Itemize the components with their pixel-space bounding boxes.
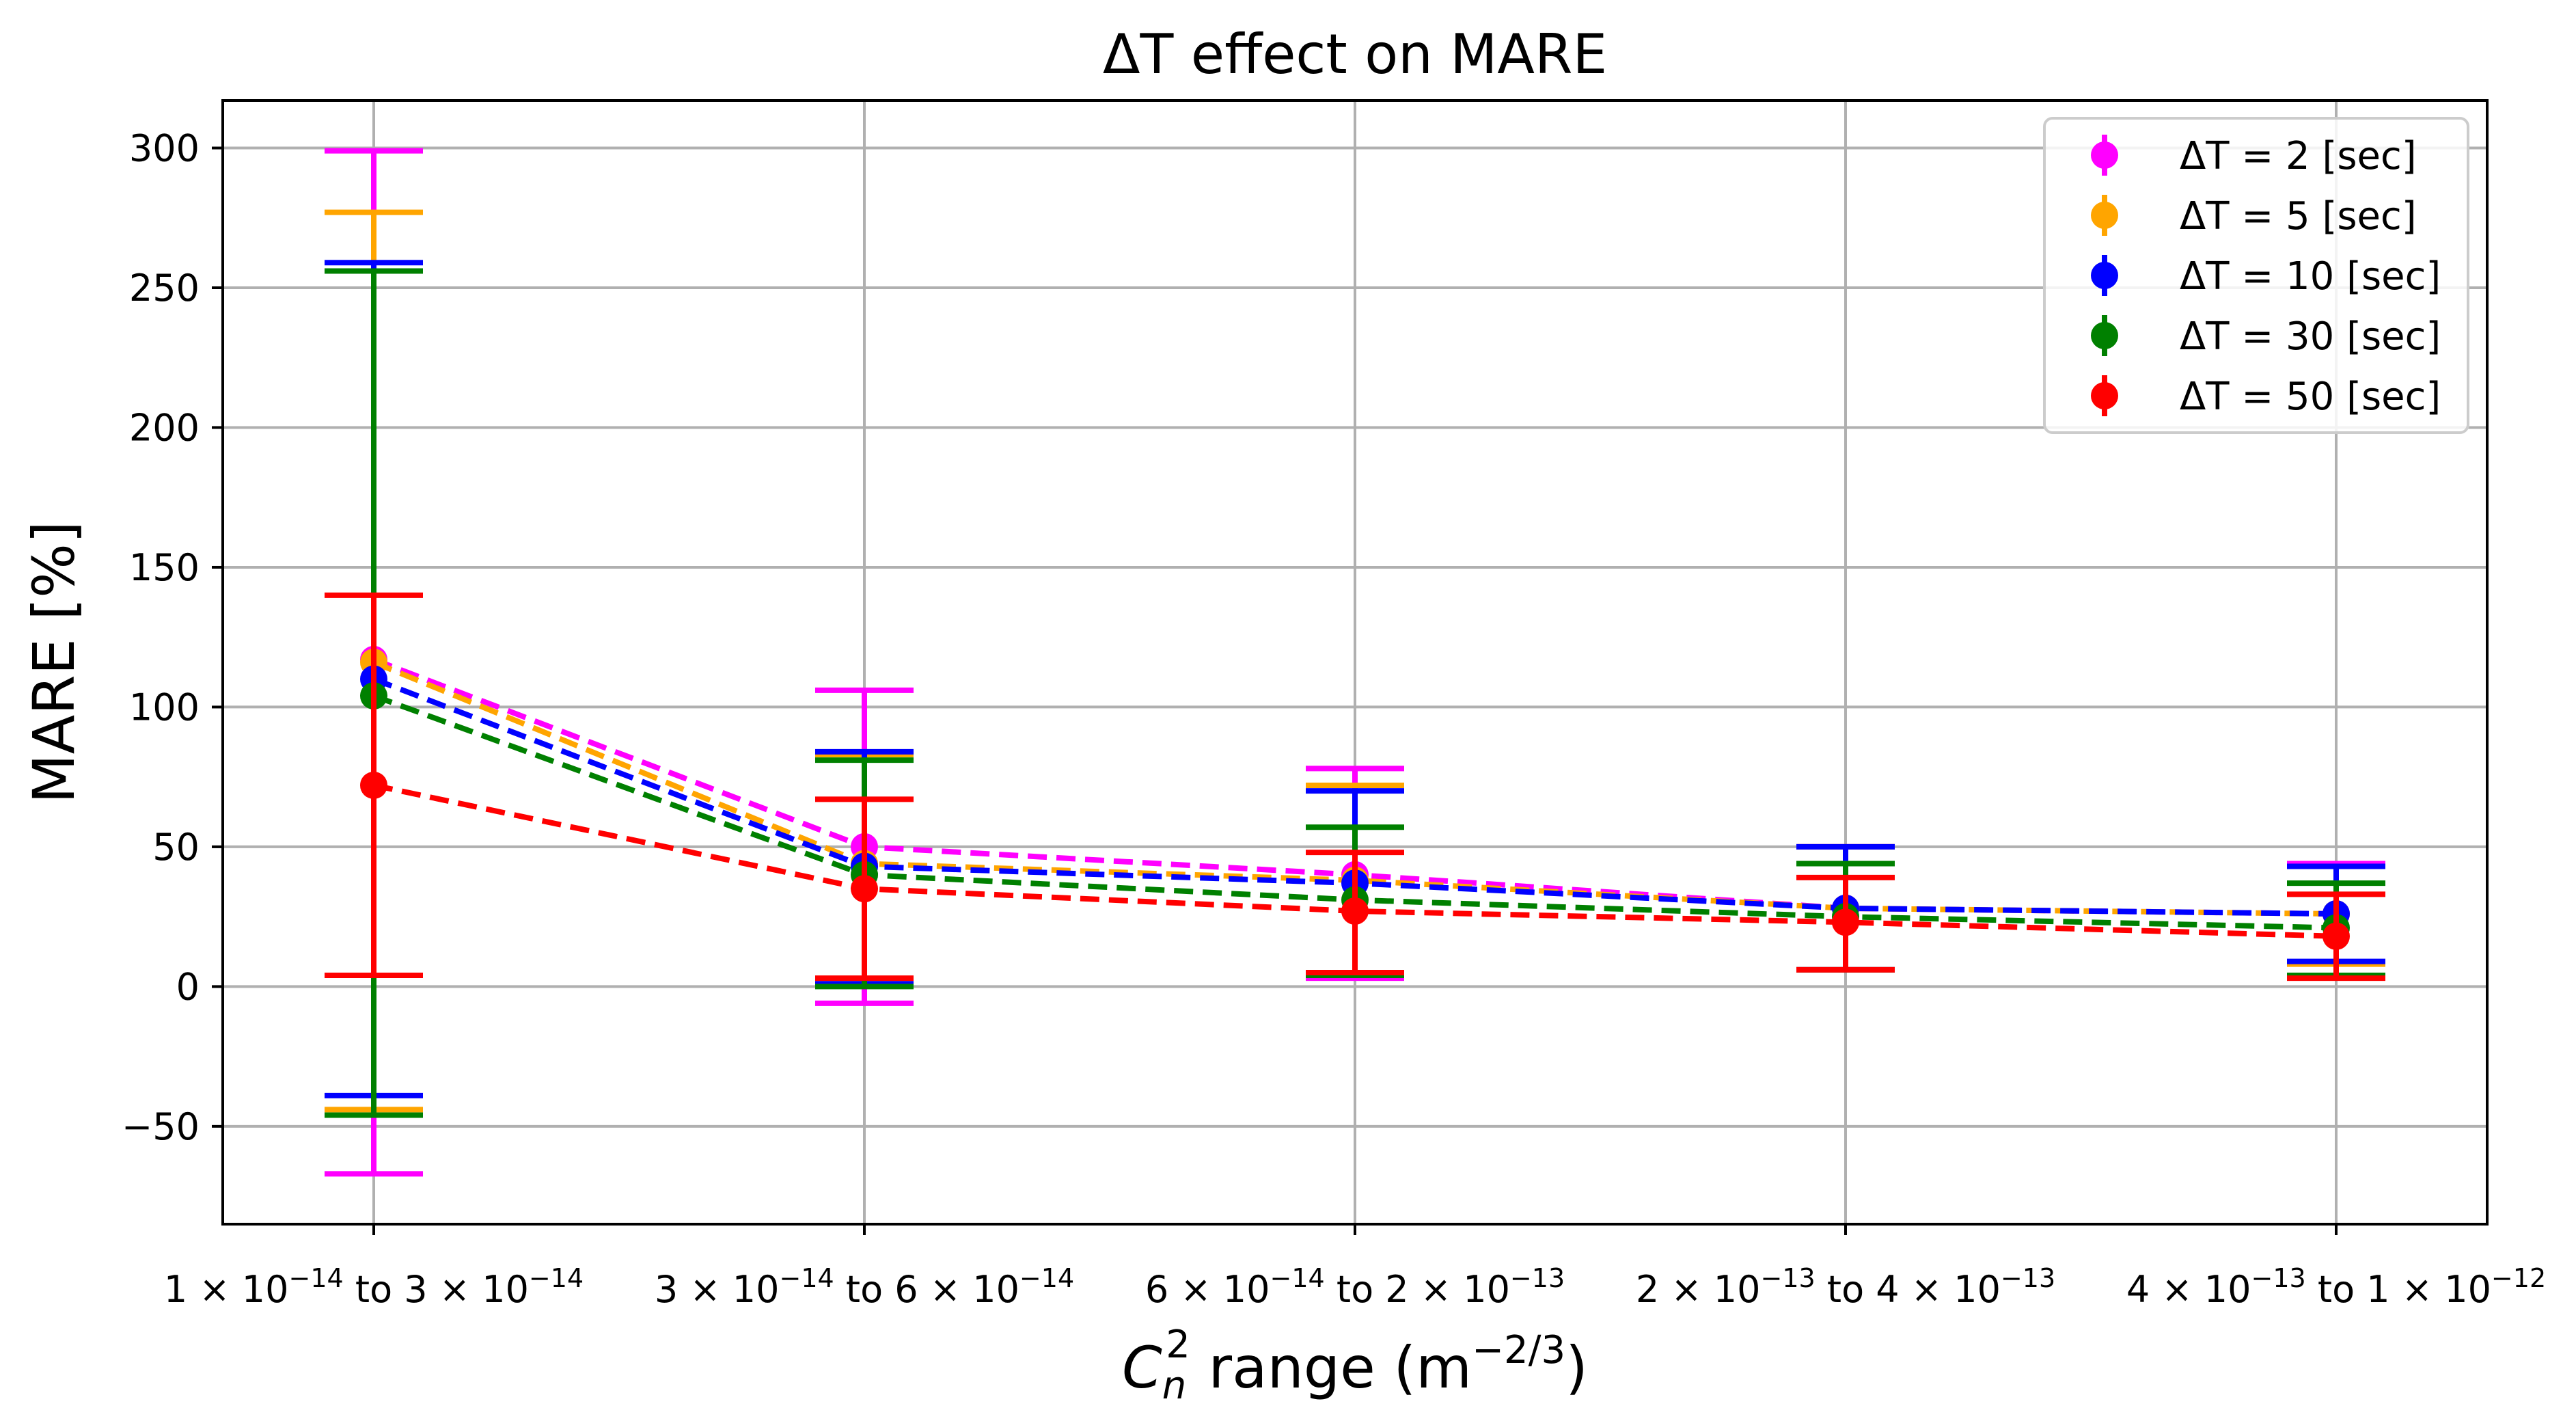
x-tick-label: 4 × 10−13 to 1 × 10−12 bbox=[2126, 1263, 2546, 1311]
x-tick-text: to 2 × 10 bbox=[1325, 1268, 1510, 1311]
y-tick-label: 50 bbox=[152, 826, 200, 869]
legend-label: ΔT = 2 [sec] bbox=[2180, 134, 2417, 178]
x-axis-label: Cn2 range (m−2/3) bbox=[1122, 1323, 1588, 1408]
legend-label: ΔT = 30 [sec] bbox=[2180, 314, 2441, 359]
x-tick-exponent: −13 bbox=[2001, 1263, 2055, 1293]
x-axis-label-superscript: 2 bbox=[1166, 1323, 1190, 1367]
x-tick-exponent: −14 bbox=[529, 1263, 584, 1293]
x-tick-exponent: −14 bbox=[1270, 1263, 1325, 1293]
legend-box bbox=[2043, 117, 2469, 434]
x-tick-text: to 3 × 10 bbox=[344, 1268, 529, 1311]
chart-title: ΔT effect on MARE bbox=[1103, 23, 1607, 86]
x-tick-text: to 6 × 10 bbox=[834, 1268, 1019, 1311]
y-tick-label: 300 bbox=[129, 127, 200, 170]
series-layer bbox=[325, 148, 2385, 1177]
x-tick-text: 6 × 10 bbox=[1145, 1268, 1270, 1311]
x-tick-exponent: −12 bbox=[2491, 1263, 2546, 1293]
y-tick-label: 200 bbox=[129, 406, 200, 449]
series-4 bbox=[325, 592, 2385, 982]
legend: ΔT = 2 [sec] ΔT = 5 [sec] ΔT = 10 [sec] ΔT … bbox=[2043, 117, 2469, 434]
x-tick-label: 6 × 10−14 to 2 × 10−13 bbox=[1145, 1263, 1565, 1311]
legend-item: ΔT = 5 [sec] bbox=[2091, 194, 2417, 239]
x-tick-exponent: −14 bbox=[780, 1263, 834, 1293]
legend-item: ΔT = 2 [sec] bbox=[2091, 134, 2417, 178]
legend-marker-icon bbox=[2091, 262, 2118, 289]
data-point bbox=[2322, 922, 2350, 950]
y-tick-label: 250 bbox=[129, 267, 200, 310]
x-tick-label: 1 × 10−14 to 3 × 10−14 bbox=[164, 1263, 584, 1311]
x-axis-label-subscript: n bbox=[1162, 1364, 1187, 1408]
y-tick-label: 150 bbox=[129, 546, 200, 589]
x-tick-exponent: −13 bbox=[1761, 1263, 1815, 1293]
x-tick-text: to 4 × 10 bbox=[1815, 1268, 2001, 1311]
x-tick-text: to 1 × 10 bbox=[2306, 1268, 2491, 1311]
x-axis-label-unit-exponent: −2/3 bbox=[1472, 1328, 1565, 1372]
data-point bbox=[1832, 908, 1859, 936]
legend-item: ΔT = 10 [sec] bbox=[2091, 254, 2441, 299]
legend-label: ΔT = 50 [sec] bbox=[2180, 375, 2441, 419]
x-tick-exponent: −14 bbox=[1019, 1263, 1074, 1293]
x-axis-label-close: ) bbox=[1565, 1334, 1588, 1401]
x-axis-label-text: range (m bbox=[1190, 1334, 1472, 1401]
legend-marker-icon bbox=[2091, 322, 2118, 349]
x-tick-label: 2 × 10−13 to 4 × 10−13 bbox=[1636, 1263, 2055, 1311]
legend-marker-icon bbox=[2091, 141, 2118, 169]
x-tick-text: 2 × 10 bbox=[1636, 1268, 1761, 1311]
data-point bbox=[1341, 897, 1369, 925]
data-point bbox=[851, 875, 878, 903]
x-tick-exponent: −13 bbox=[1510, 1263, 1565, 1293]
x-axis-label-symbol: C bbox=[1122, 1334, 1162, 1401]
legend-item: ΔT = 50 [sec] bbox=[2091, 375, 2441, 419]
y-tick-label: 100 bbox=[129, 686, 200, 729]
x-axis-ticks: 1 × 10−14 to 3 × 10−14 3 × 10−14 to 6 × 1… bbox=[164, 1224, 2546, 1311]
y-axis-label: MARE [%] bbox=[20, 521, 87, 803]
x-tick-label: 3 × 10−14 to 6 × 10−14 bbox=[655, 1263, 1074, 1311]
y-tick-label: −50 bbox=[122, 1105, 200, 1148]
legend-marker-icon bbox=[2091, 202, 2118, 229]
y-axis-ticks: 300 250 200 150 100 50 0 −50 bbox=[122, 127, 223, 1148]
x-tick-exponent: −14 bbox=[289, 1263, 344, 1293]
x-tick-exponent: −13 bbox=[2251, 1263, 2306, 1293]
x-tick-text: 3 × 10 bbox=[655, 1268, 780, 1311]
legend-label: ΔT = 5 [sec] bbox=[2180, 194, 2417, 239]
x-tick-text: 1 × 10 bbox=[164, 1268, 289, 1311]
legend-marker-icon bbox=[2091, 382, 2118, 409]
data-point bbox=[360, 771, 387, 799]
legend-label: ΔT = 10 [sec] bbox=[2180, 254, 2441, 299]
x-tick-text: 4 × 10 bbox=[2126, 1268, 2251, 1311]
y-tick-label: 0 bbox=[176, 965, 200, 1008]
legend-item: ΔT = 30 [sec] bbox=[2091, 314, 2441, 359]
legend-items: ΔT = 2 [sec] ΔT = 5 [sec] ΔT = 10 [sec] ΔT … bbox=[2091, 134, 2441, 419]
